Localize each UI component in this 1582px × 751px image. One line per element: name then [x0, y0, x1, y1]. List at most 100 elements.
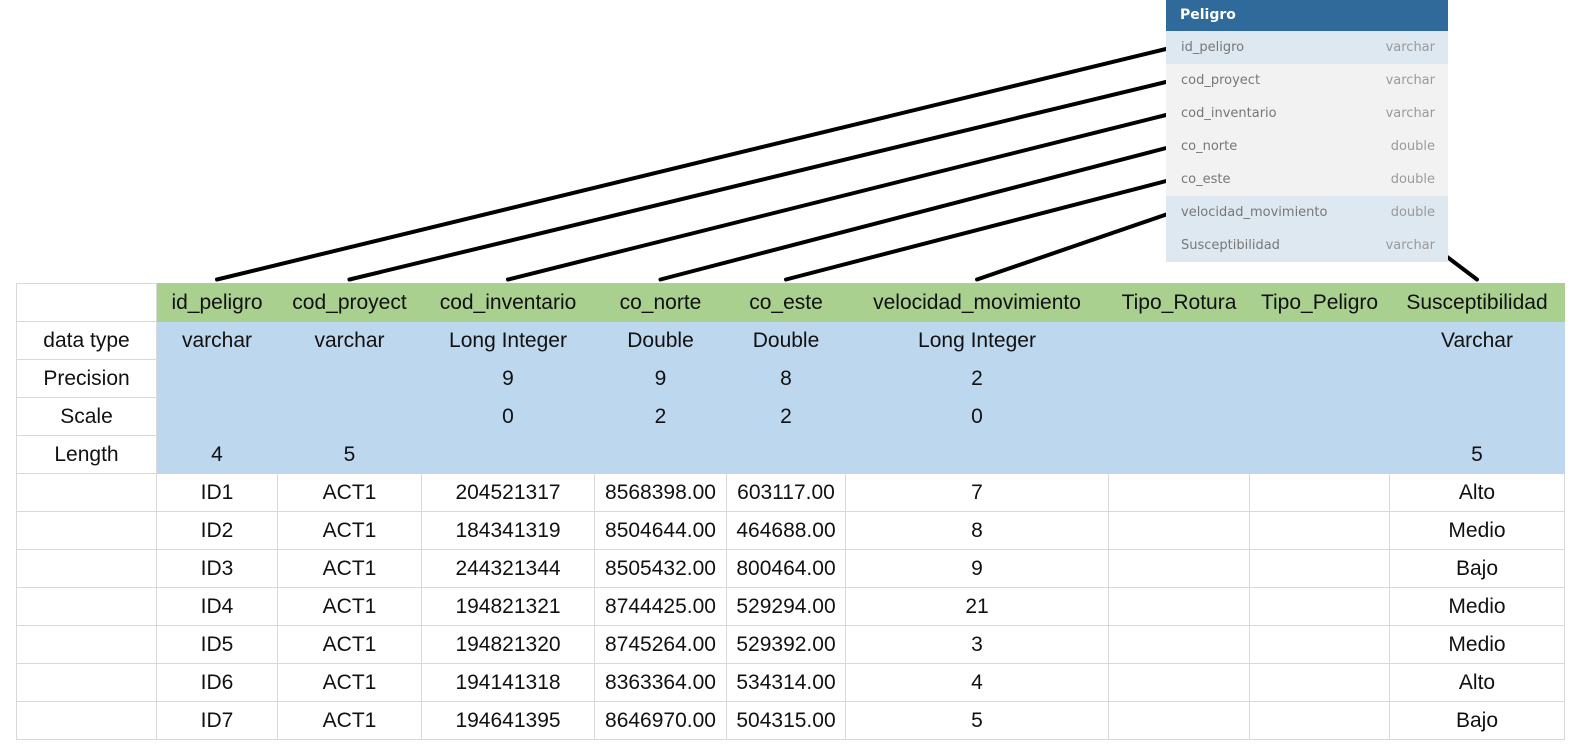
table-cell: 21 — [845, 587, 1109, 626]
column-header-id-peligro: id_peligro — [156, 283, 278, 322]
meta-cell — [277, 359, 422, 398]
table-cell: ACT1 — [277, 549, 422, 588]
table-cell: ACT1 — [277, 701, 422, 740]
table-row: ID7 ACT1 194641395 8646970.00 504315.00 5 Bajo — [16, 701, 1565, 740]
table-cell: 8505432.00 — [594, 549, 727, 588]
meta-cell: Long Integer — [845, 321, 1109, 360]
row-label — [16, 511, 157, 550]
column-header-tipo-rotura: Tipo_Rotura — [1108, 283, 1250, 322]
entity-field-name: id_peligro — [1181, 40, 1245, 55]
table-cell: 244321344 — [421, 549, 595, 588]
connector-velocidad-movimiento — [975, 210, 1174, 282]
table-cell: 529294.00 — [726, 587, 846, 626]
entity-field-type: varchar — [1385, 106, 1435, 121]
column-header-co-este: co_este — [726, 283, 846, 322]
table-cell: 184341319 — [421, 511, 595, 550]
table-cell — [1108, 663, 1250, 702]
table-cell: 8568398.00 — [594, 473, 727, 512]
table-cell: ID1 — [156, 473, 278, 512]
meta-cell: Varchar — [1389, 321, 1565, 360]
table-row: ID2 ACT1 184341319 8504644.00 464688.00 8 Medi… — [16, 511, 1565, 550]
meta-cell — [277, 397, 422, 436]
entity-fields: id_peligro varchar cod_proyect varchar cod_i… — [1166, 31, 1448, 262]
table-cell: 4 — [845, 663, 1109, 702]
meta-cell — [1389, 397, 1565, 436]
meta-row: Scale 0 2 2 0 — [16, 397, 1565, 436]
meta-cell — [421, 435, 595, 474]
table-cell — [1249, 549, 1390, 588]
table-cell: 5 — [845, 701, 1109, 740]
table-row: ID6 ACT1 194141318 8363364.00 534314.00 4 Alto — [16, 663, 1565, 702]
table-cell: ACT1 — [277, 511, 422, 550]
meta-row: data type varchar varchar Long Integer Doubl… — [16, 321, 1565, 360]
entity-field-name: velocidad_movimiento — [1181, 205, 1328, 220]
table-row: ID3 ACT1 244321344 8505432.00 800464.00 9 Bajo — [16, 549, 1565, 588]
table-cell — [1249, 473, 1390, 512]
entity-card-peligro: Peligro id_peligro varchar cod_proyect varc… — [1166, 0, 1448, 262]
meta-cell — [1389, 359, 1565, 398]
table-cell: 8745264.00 — [594, 625, 727, 664]
meta-cell — [1108, 321, 1250, 360]
table-cell: Alto — [1389, 663, 1565, 702]
row-label — [16, 549, 157, 588]
table-cell — [1108, 701, 1250, 740]
table-cell: 534314.00 — [726, 663, 846, 702]
table-cell: Medio — [1389, 587, 1565, 626]
entity-field-type: varchar — [1385, 40, 1435, 55]
meta-cell — [156, 397, 278, 436]
table-cell: 8646970.00 — [594, 701, 727, 740]
meta-cell: varchar — [277, 321, 422, 360]
meta-cell: Long Integer — [421, 321, 595, 360]
table-cell — [1249, 701, 1390, 740]
table-cell: 3 — [845, 625, 1109, 664]
meta-cell — [845, 435, 1109, 474]
table-cell: 800464.00 — [726, 549, 846, 588]
entity-field-cod-proyect: cod_proyect varchar — [1166, 64, 1448, 97]
table-row: ID1 ACT1 204521317 8568398.00 603117.00 7 Alto — [16, 473, 1565, 512]
meta-cell: 5 — [277, 435, 422, 474]
table-cell: ACT1 — [277, 625, 422, 664]
table-cell: 464688.00 — [726, 511, 846, 550]
meta-cell: 2 — [726, 397, 846, 436]
table-cell: ID2 — [156, 511, 278, 550]
table-cell: ID5 — [156, 625, 278, 664]
table-cell: ID6 — [156, 663, 278, 702]
meta-cell — [1108, 359, 1250, 398]
entity-field-type: double — [1390, 139, 1435, 154]
connector-co-este — [784, 177, 1174, 282]
meta-cell — [726, 435, 846, 474]
meta-cell — [594, 435, 727, 474]
table-cell — [1108, 511, 1250, 550]
table-cell: ID4 — [156, 587, 278, 626]
row-label — [16, 625, 157, 664]
entity-field-susceptibilidad: Susceptibilidad varchar — [1166, 229, 1448, 262]
meta-cell — [1249, 397, 1390, 436]
table-cell — [1249, 663, 1390, 702]
table-cell: ACT1 — [277, 663, 422, 702]
column-header-co-norte: co_norte — [594, 283, 727, 322]
row-label: Scale — [16, 397, 157, 436]
column-header-cod-inventario: cod_inventario — [421, 283, 595, 322]
column-header-cod-proyect: cod_proyect — [277, 283, 422, 322]
entity-field-co-norte: co_norte double — [1166, 130, 1448, 163]
table-cell: Medio — [1389, 625, 1565, 664]
meta-cell — [1249, 321, 1390, 360]
table-cell — [1249, 625, 1390, 664]
entity-field-type: varchar — [1385, 238, 1435, 253]
table-cell: 8744425.00 — [594, 587, 727, 626]
table-cell — [1108, 473, 1250, 512]
table-cell: 8 — [845, 511, 1109, 550]
row-label: Length — [16, 435, 157, 474]
table-cell: Bajo — [1389, 549, 1565, 588]
meta-cell — [1249, 435, 1390, 474]
table-cell: Bajo — [1389, 701, 1565, 740]
table-cell: ID7 — [156, 701, 278, 740]
table-cell: 8363364.00 — [594, 663, 727, 702]
meta-cell: varchar — [156, 321, 278, 360]
table-cell: ACT1 — [277, 587, 422, 626]
meta-cell: 8 — [726, 359, 846, 398]
table-cell: ID3 — [156, 549, 278, 588]
meta-cell: 4 — [156, 435, 278, 474]
connector-cod-inventario — [506, 111, 1174, 282]
table-cell — [1108, 587, 1250, 626]
